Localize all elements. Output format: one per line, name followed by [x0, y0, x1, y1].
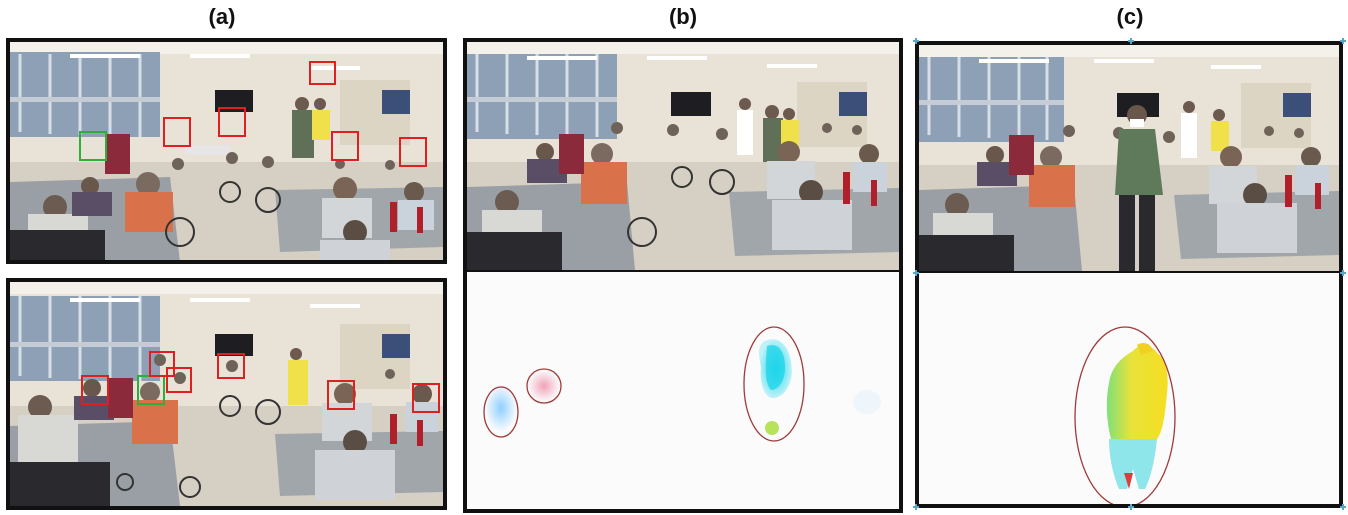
corner-tick-icon: [913, 270, 919, 276]
corner-tick-icon: [1340, 504, 1346, 510]
panel-c-frame: [915, 41, 1343, 508]
panel-c-optical-flow: [919, 273, 1339, 504]
corner-tick-icon: [1340, 38, 1346, 44]
optical-flow-image: [919, 273, 1339, 504]
panel-a-bottom-frame: [6, 278, 447, 510]
corner-tick-icon: [913, 38, 919, 44]
motion-ellipse: [1074, 326, 1176, 504]
day-room-scene-image: [919, 45, 1339, 271]
panel-b-photo: [467, 42, 899, 270]
motion-ellipse: [526, 368, 562, 404]
day-room-scene-image: [10, 282, 443, 506]
day-room-scene-image: [10, 42, 443, 260]
panel-b-divider: [467, 270, 899, 272]
panel-b-optical-flow: [467, 272, 899, 509]
corner-tick-icon: [1340, 270, 1346, 276]
panel-label-b: (b): [668, 4, 698, 29]
day-room-scene-image: [467, 42, 899, 270]
panel-label-c: (c): [1116, 4, 1144, 29]
panel-label-a: (a): [208, 4, 236, 29]
motion-ellipse: [743, 326, 805, 442]
corner-tick-icon: [1128, 504, 1134, 510]
panel-a-bottom-photo: [10, 282, 443, 506]
panel-a-top-photo: [10, 42, 443, 260]
motion-ellipse: [483, 386, 519, 438]
panel-c-divider: [919, 271, 1339, 273]
panel-c-photo: [919, 45, 1339, 271]
panel-b-frame: [463, 38, 903, 513]
optical-flow-image: [467, 272, 899, 509]
panel-a-top-frame: [6, 38, 447, 264]
corner-tick-icon: [1128, 38, 1134, 44]
corner-tick-icon: [913, 504, 919, 510]
